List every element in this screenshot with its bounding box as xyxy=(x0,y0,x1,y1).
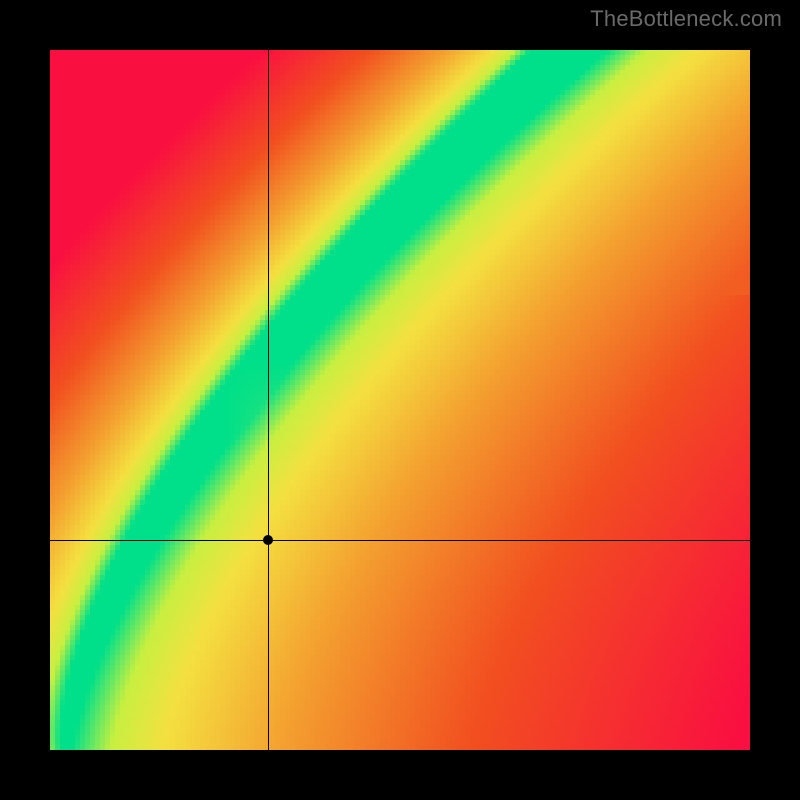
crosshair-horizontal xyxy=(50,540,750,541)
plot-area xyxy=(50,50,750,750)
chart-container: TheBottleneck.com xyxy=(0,0,800,800)
heatmap-canvas xyxy=(50,50,750,750)
crosshair-marker xyxy=(263,535,273,545)
crosshair-vertical xyxy=(268,50,269,750)
watermark-text: TheBottleneck.com xyxy=(590,6,782,32)
